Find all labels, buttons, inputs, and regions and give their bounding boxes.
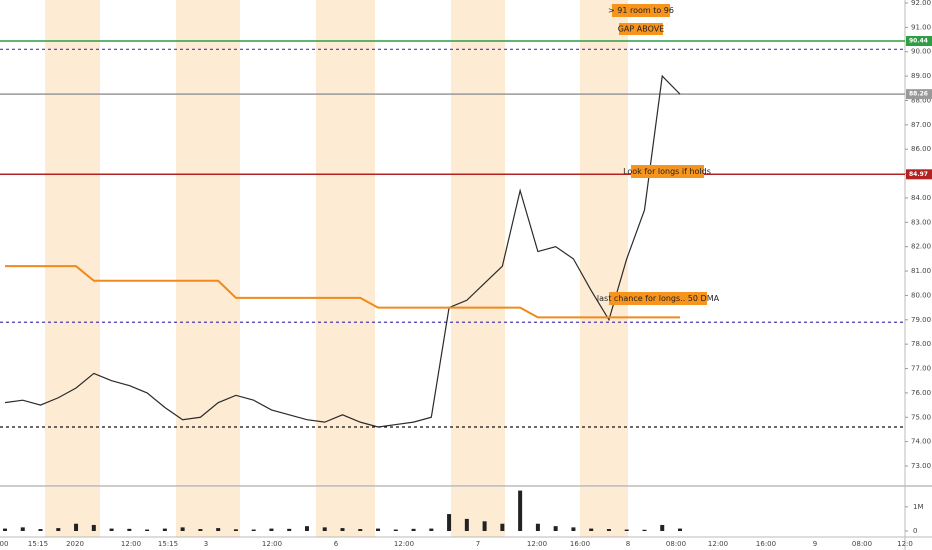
- volume-bar: [3, 528, 7, 531]
- volume-bar: [606, 529, 611, 531]
- volume-bar: [376, 528, 381, 531]
- time-label: 3: [204, 540, 208, 548]
- y-tick-label: 91.00: [911, 23, 931, 31]
- volume-bar: [216, 528, 221, 531]
- level-label: 88.26: [909, 91, 928, 98]
- time-label: 12:00: [527, 540, 547, 548]
- volume-bar: [304, 526, 309, 531]
- price-line: [5, 265, 680, 319]
- time-label: 7: [476, 540, 480, 548]
- session-bands: [45, 0, 628, 537]
- volume-bar: [447, 514, 452, 531]
- volume-bar: [287, 528, 292, 531]
- volume-tick-label: 0: [913, 527, 917, 535]
- time-label: 2020: [66, 540, 84, 548]
- volume-tick-label: 1M: [913, 503, 924, 511]
- volume-bar: [393, 529, 398, 531]
- time-label: 15:15: [158, 540, 178, 548]
- time-label: 8: [626, 540, 630, 548]
- volume-bar: [358, 529, 363, 531]
- price-line: [4, 74, 681, 428]
- volume-bar: [624, 529, 629, 531]
- volume-bar: [553, 526, 558, 531]
- level-tag: [906, 36, 932, 47]
- volume-bar: [340, 528, 345, 531]
- time-label: 08:00: [666, 540, 686, 548]
- volume-bar: [322, 527, 327, 531]
- y-tick-label: 88.00: [911, 96, 931, 104]
- volume-bar: [429, 528, 434, 531]
- time-label: 08:00: [852, 540, 872, 548]
- volume-bar: [180, 527, 185, 531]
- time-label: 12:00: [394, 540, 414, 548]
- volume-bar: [482, 521, 487, 531]
- volume-bar: [500, 523, 505, 531]
- level-tag: [906, 169, 932, 180]
- volume-bar: [535, 523, 540, 531]
- annotation: > 91 room to 96: [608, 6, 674, 15]
- annotations: > 91 room to 96 GAP ABOVE Look for longs…: [597, 4, 720, 305]
- y-tick-label: 77.00: [911, 365, 931, 373]
- volume-bar: [145, 529, 150, 531]
- level-tag: [906, 89, 932, 100]
- volume-bar: [589, 528, 594, 531]
- y-tick-label: 79.00: [911, 316, 931, 324]
- y-tick-label: 74.00: [911, 438, 931, 446]
- volume-bar: [198, 529, 203, 531]
- time-label: 16:00: [756, 540, 776, 548]
- y-tick-label: 82.00: [911, 243, 931, 251]
- volume-bar: [251, 529, 256, 531]
- volume-bar: [127, 528, 132, 531]
- y-tick-label: 73.00: [911, 462, 931, 470]
- volume-bar: [571, 527, 576, 531]
- volume-bar: [464, 518, 469, 531]
- annotation: last chance for longs.. 50 DMA: [597, 294, 720, 303]
- y-tick-label: 76.00: [911, 389, 931, 397]
- time-label: 12:00: [262, 540, 282, 548]
- volume-bar: [642, 529, 647, 531]
- volume-bar: [56, 528, 61, 531]
- time-label: 12:00: [121, 540, 141, 548]
- volume-bar: [74, 523, 79, 531]
- volume-bar: [162, 528, 167, 531]
- y-tick-label: 90.00: [911, 48, 931, 56]
- y-tick-label: 83.00: [911, 218, 931, 226]
- volume-bar: [233, 529, 238, 531]
- time-label: 00: [0, 540, 8, 548]
- volume-bar: [109, 528, 114, 531]
- level-label: 84.97: [909, 171, 928, 178]
- annotation: GAP ABOVE: [618, 25, 665, 34]
- time-label: 9: [813, 540, 817, 548]
- y-tick-label: 78.00: [911, 340, 931, 348]
- y-tick-label: 89.00: [911, 72, 931, 80]
- time-label: 15:15: [28, 540, 48, 548]
- time-label: 6: [334, 540, 339, 548]
- y-tick-label: 92.00: [911, 0, 931, 7]
- volume-bar: [518, 490, 523, 531]
- level-label: 90.44: [909, 38, 928, 45]
- y-tick-label: 84.00: [911, 194, 931, 202]
- y-tick-label: 86.00: [911, 145, 931, 153]
- volume-bar: [678, 528, 682, 531]
- volume-bar: [660, 524, 665, 531]
- volume-bar: [38, 529, 43, 531]
- y-tick-label: 80.00: [911, 291, 931, 299]
- volume-bar: [20, 527, 25, 531]
- time-label: 16:00: [570, 540, 590, 548]
- time-label: 12:00: [708, 540, 728, 548]
- volume-bar: [411, 528, 416, 531]
- volume-bar: [269, 528, 274, 531]
- y-tick-label: 81.00: [911, 267, 931, 275]
- y-tick-label: 87.00: [911, 121, 931, 129]
- time-label: 12:0: [897, 540, 913, 548]
- volume-bar: [91, 524, 96, 531]
- annotation: Look for longs if holds: [623, 167, 711, 176]
- y-tick-label: 75.00: [911, 413, 931, 421]
